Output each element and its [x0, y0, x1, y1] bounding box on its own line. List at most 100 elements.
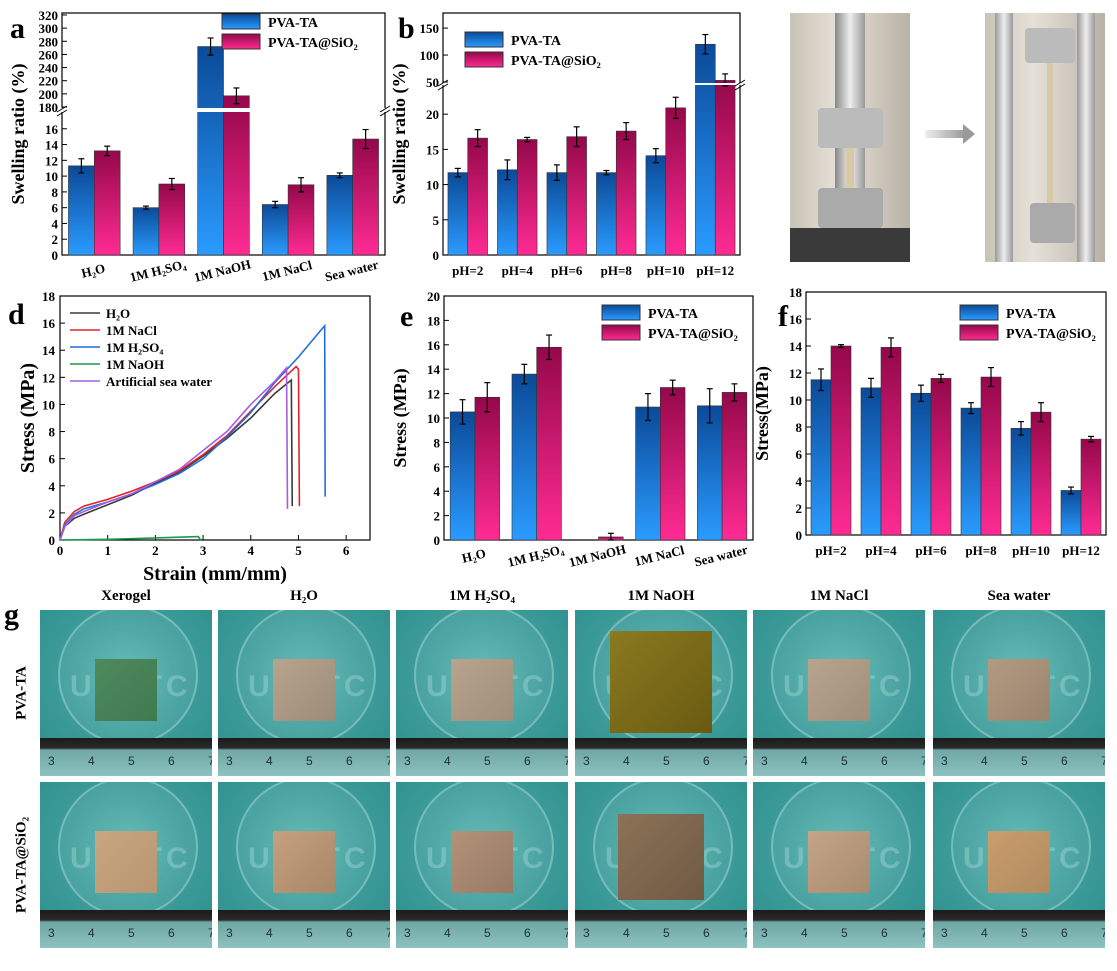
bar-e-0-0	[449, 411, 476, 541]
sample-photo: UESTC34567	[40, 610, 212, 776]
break-mark	[379, 105, 391, 113]
x-tick-label: pH=6	[551, 263, 583, 278]
arrow-head-icon	[963, 124, 975, 144]
y-axis-title: Swelling ratio (%)	[389, 64, 410, 205]
axis-break-b	[441, 83, 742, 85]
plot-frame-b	[442, 12, 741, 256]
legend-swatch	[959, 304, 999, 321]
y-tick-label: 12	[42, 370, 55, 385]
legend-label: PVA-TA@SiO₂	[648, 327, 738, 342]
sample-photo: UESTC34567	[753, 610, 925, 776]
sample-photo: UESTC34567	[575, 610, 747, 776]
y-tick-label: 8	[434, 435, 441, 450]
y-tick-label: 16	[42, 316, 56, 331]
bar-e-1-3	[659, 387, 686, 541]
y-axis-title: Swelling ratio (%)	[8, 64, 29, 205]
x-tick-label: Sea water	[693, 542, 750, 570]
y-tick-label: 20	[426, 107, 439, 122]
column-header: H₂O	[290, 588, 318, 604]
y-tick-label: 180	[39, 100, 59, 115]
legend-label: 1M NaCl	[106, 323, 157, 338]
bar-e-1-0	[474, 396, 500, 541]
break-mark	[734, 79, 746, 87]
column-header: 1M H₂SO₄	[448, 588, 516, 604]
y-tick-label: 2	[796, 501, 803, 516]
x-tick-label: 1	[104, 543, 111, 558]
legend-swatch	[601, 324, 641, 341]
legend-swatch	[464, 51, 504, 68]
x-tick-label: 6	[343, 543, 350, 558]
x-tick-label: Sea water	[323, 257, 380, 285]
y-tick-label: 8	[52, 185, 59, 200]
y-tick-label: 320	[39, 8, 59, 23]
column-header: 1M NaOH	[627, 588, 695, 604]
y-tick-label: 2	[49, 506, 56, 521]
x-tick-label: pH=2	[815, 543, 846, 558]
plot-frame-f	[805, 291, 1107, 536]
bar-b-1-0	[467, 137, 488, 256]
x-tick-label: pH=6	[915, 543, 947, 558]
tensile-test-photo-after	[985, 13, 1105, 262]
x-tick-label: pH=12	[1062, 543, 1100, 558]
legend-label: H₂O	[106, 306, 130, 321]
y-tick-label: 6	[52, 201, 59, 216]
sample-photo: UESTC34567	[396, 782, 568, 948]
y-tick-label: 16	[45, 122, 59, 137]
axis-break-a	[60, 108, 387, 112]
y-tick-label: 10	[45, 169, 58, 184]
bar-a-0-3	[261, 204, 289, 256]
break-mark	[437, 83, 449, 91]
y-tick-label: 260	[39, 47, 59, 62]
x-tick-label: 2	[152, 543, 159, 558]
legend-label: Artificial sea water	[106, 374, 212, 389]
x-tick-label: 1M NaOH	[192, 256, 252, 285]
y-tick-label: 150	[420, 21, 440, 36]
bar-b-1-4	[665, 107, 686, 256]
y-tick-label: 12	[45, 153, 58, 168]
column-header: Xerogel	[101, 588, 151, 604]
y-tick-label: 5	[433, 213, 440, 228]
bar-a-0-4	[326, 175, 353, 256]
legend-label: PVA-TA@SiO₂	[511, 54, 601, 69]
y-tick-label: 10	[426, 178, 439, 193]
bar-b-0-4	[645, 155, 667, 256]
x-axis-title: Strain (mm/mm)	[143, 563, 287, 585]
bar-b-0-1	[497, 169, 518, 256]
y-tick-label: 8	[796, 420, 803, 435]
x-tick-label: H₂O	[80, 260, 107, 280]
row-header: PVA-TA@SiO₂	[13, 816, 30, 914]
y-tick-label: 50	[426, 75, 439, 90]
x-tick-label: pH=4	[865, 543, 897, 558]
break-mark	[734, 83, 746, 91]
bar-a-1-3	[287, 184, 315, 256]
legend-label: PVA-TA	[1006, 307, 1057, 322]
bar-f-1-0	[830, 345, 852, 536]
x-tick-label: pH=10	[1012, 543, 1050, 558]
y-tick-label: 4	[52, 216, 59, 231]
bar-f-0-5	[1060, 490, 1082, 536]
y-tick-label: 4	[49, 479, 56, 494]
arrow-icon	[925, 130, 965, 138]
bar-b-0-0	[447, 172, 469, 256]
curve-1	[59, 365, 301, 541]
y-tick-label: 10	[789, 393, 802, 408]
y-tick-label: 18	[42, 289, 56, 304]
legend-label: 1M H₂SO₄	[106, 340, 163, 355]
y-tick-label: 14	[789, 339, 803, 354]
y-tick-label: 20	[427, 289, 440, 304]
y-tick-label: 4	[796, 474, 803, 489]
y-axis-title: Stress (MPa)	[17, 363, 39, 473]
y-tick-label: 10	[42, 397, 55, 412]
curve-2	[59, 323, 326, 541]
bar-e-0-1	[511, 373, 538, 541]
y-tick-label: 280	[39, 34, 59, 49]
bar-f-1-1	[880, 347, 902, 536]
y-tick-label: 0	[434, 533, 441, 548]
column-header: Sea water	[987, 588, 1051, 604]
x-tick-label: 1M NaCl	[633, 542, 686, 569]
curve-4	[59, 365, 289, 541]
legend-label: PVA-TA	[648, 307, 699, 322]
y-tick-label: 0	[49, 533, 56, 548]
y-tick-label: 6	[49, 452, 56, 467]
